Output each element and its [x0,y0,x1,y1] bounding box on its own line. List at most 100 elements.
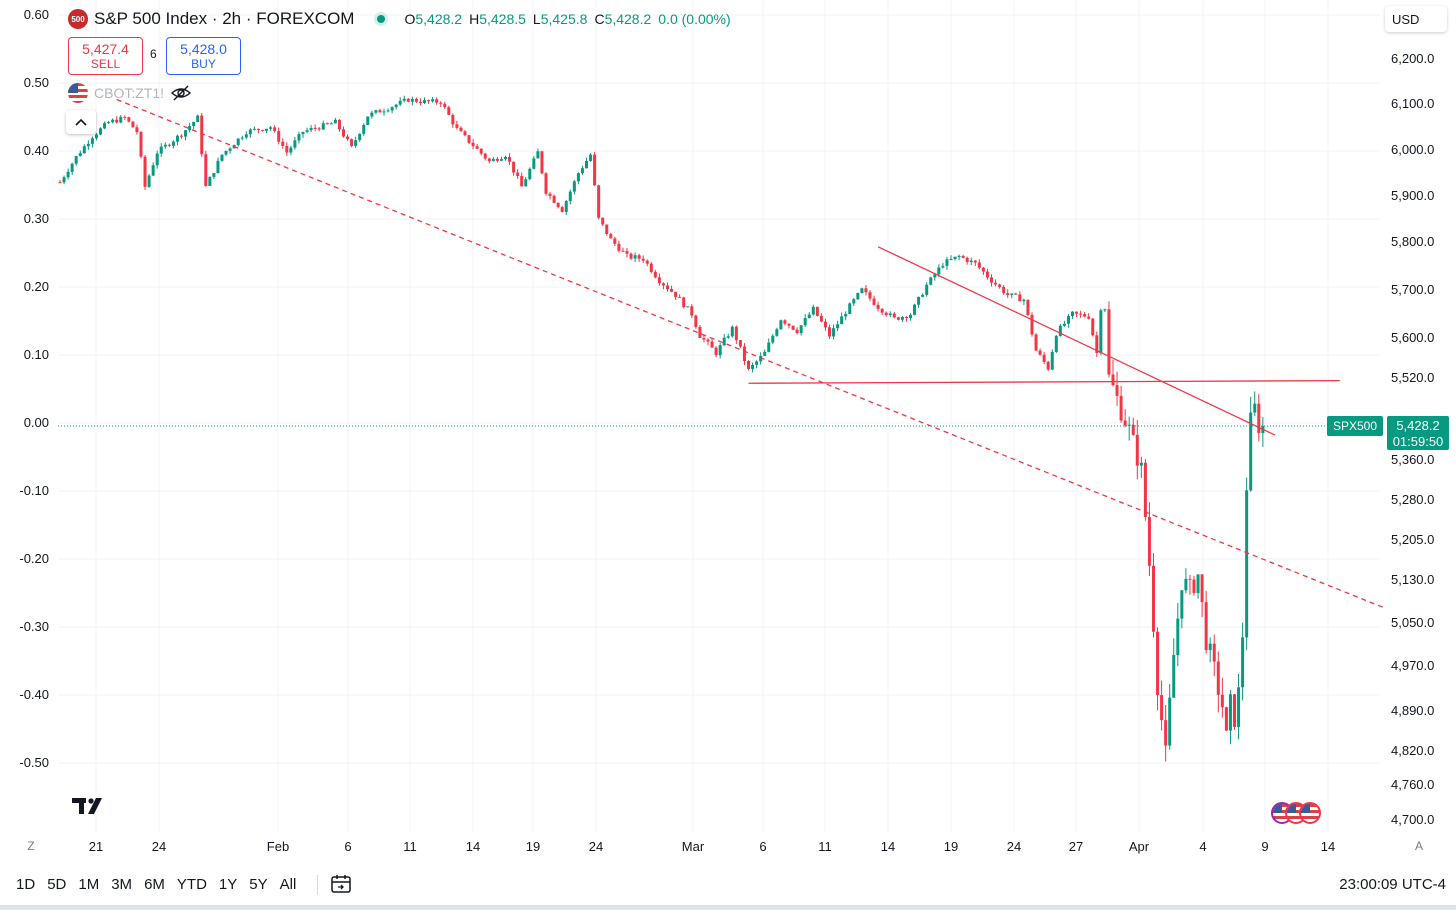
time-axis-tick-label: Feb [267,839,289,854]
right-axis-tick-label: 5,280.0 [1391,492,1434,507]
time-axis-tick-label: 14 [881,839,895,854]
clock-timezone[interactable]: 23:00:09 UTC-4 [1339,876,1446,893]
candle-body [321,123,325,130]
trendlines [58,98,1456,638]
range-6m-button[interactable]: 6M [144,876,165,893]
tradingview-logo-icon[interactable] [72,795,108,823]
right-axis-tick-label: 5,050.0 [1391,615,1434,630]
candle-body [196,115,200,122]
candle-body [544,173,548,194]
candle-body [682,297,686,308]
candle-body [985,271,989,278]
candle-body [516,172,520,177]
buy-button[interactable]: 5,428.0 BUY [166,37,241,75]
symbol-legend[interactable]: 500 S&P 500 Index · 2h · FOREXCOM O5,428… [68,8,731,30]
range-all-button[interactable]: All [279,876,297,893]
left-axis-tick-label: 0.40 [24,143,49,158]
candle-body [763,351,767,356]
timezone-corner-button[interactable]: Z [27,839,35,853]
candle-body [147,175,151,187]
range-ytd-button[interactable]: YTD [176,876,207,893]
candle-body [313,127,317,129]
candle-body [645,260,649,264]
candle-body [459,127,463,132]
left-axis-tick-label: -0.20 [19,551,49,566]
candle-body [175,135,179,142]
candle-body [836,324,840,329]
candle-body [1152,565,1155,632]
candle-body [609,233,613,239]
left-axis-tick-label: -0.10 [19,483,49,498]
candle-body [256,128,260,131]
last-price-value: 5,428.2 [1396,418,1440,433]
candle-body [1038,350,1042,355]
candle-body [374,110,378,113]
candle-body [418,101,422,104]
candle-body [94,134,98,139]
compare-symbol-row[interactable]: CBOT:ZT1! [68,83,192,103]
candle-body [1200,574,1204,603]
candle-body [528,168,532,180]
candle-body [184,130,188,137]
chart-canvas[interactable]: 0.60 0.50 0.40 0.30 0.20 0.10 0.00 -0.10 -0.20 -0… [0,0,1456,870]
us-flag-icon[interactable] [1299,802,1321,824]
candle-body [123,116,127,118]
sell-button[interactable]: 5,427.4 SELL [68,37,143,75]
candle-body [710,341,714,348]
candle-body [998,284,1002,287]
candle-body [1139,462,1143,466]
time-axis-tick-label: 11 [818,839,832,854]
candle-body [107,122,111,124]
right-axis-tick-label: 5,600.0 [1391,330,1434,345]
left-axis-tick-label: 0.20 [24,279,49,294]
candle-body [333,119,337,124]
range-1d-button[interactable]: 1D [16,876,36,893]
time-axis-tick-label: Mar [682,839,705,854]
left-price-axis[interactable]: 0.60 0.50 0.40 0.30 0.20 0.10 0.00 -0.10 -0.20 -0… [19,7,49,770]
candle-body [633,255,637,259]
candle-body [212,173,216,177]
candle-body [1184,578,1188,591]
right-axis-tick-label: 5,800.0 [1391,234,1434,249]
candle-body [354,140,358,146]
range-3m-button[interactable]: 3M [111,876,133,893]
time-axis-tick-label: 24 [1007,839,1021,854]
candle-body [159,146,163,154]
candle-body [1204,602,1208,651]
auto-scale-button[interactable]: A [1414,839,1423,853]
candle-body [171,141,175,146]
currency-selector[interactable]: USD [1385,6,1447,32]
candle-body [941,265,945,268]
symbol-title[interactable]: S&P 500 Index · 2h · FOREXCOM [94,9,355,28]
collapse-legend-button[interactable] [66,110,96,134]
candle-body [1245,490,1249,638]
candle-body [815,306,819,316]
buy-label: BUY [191,57,216,71]
candle-body [694,315,698,327]
candle-body [597,185,601,218]
candle-body [540,151,544,174]
candle-body [860,288,864,293]
candle-body [1002,286,1006,294]
eye-off-icon[interactable] [170,84,192,102]
candle-body [346,136,350,140]
candle-body [1253,403,1257,413]
candle-body [479,148,483,154]
range-5d-button[interactable]: 5D [47,876,67,893]
close-value: 5,428.2 [604,11,652,27]
candle-body [342,129,345,137]
range-1y-button[interactable]: 1Y [218,876,238,893]
date-range-icon[interactable] [330,873,352,895]
compare-symbol[interactable]: CBOT:ZT1! [94,85,165,101]
range-5y-button[interactable]: 5Y [249,876,268,893]
candle-body [1127,424,1131,426]
candle-body [1131,424,1135,435]
candle-body [686,306,690,308]
range-1m-button[interactable]: 1M [78,876,100,893]
candle-body [127,117,131,122]
candle-body [601,217,605,225]
economic-events[interactable] [1271,802,1321,824]
candle-body [1083,314,1087,317]
time-axis[interactable]: 21 24 Feb 6 11 14 19 24 Mar 6 11 14 19 24 27 Apr 4 9 14 [89,839,1335,854]
candle-body [487,158,491,162]
